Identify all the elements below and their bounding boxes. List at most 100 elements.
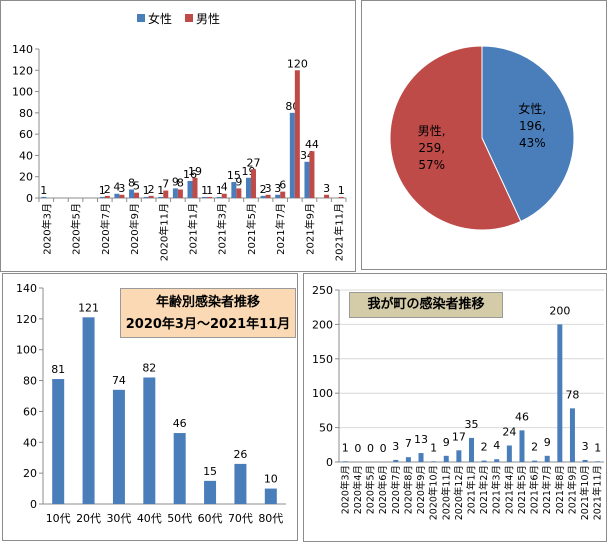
c1-y-tick-label: 120	[12, 64, 33, 77]
c4-data-label: 2	[531, 441, 538, 454]
c4-x-tick-label: 2021年10月	[579, 465, 591, 520]
c2-slice-label: 女性,	[518, 101, 546, 116]
c1-y-tick-label: 40	[19, 149, 33, 162]
c1-data-label: 1	[157, 184, 164, 197]
c1-data-label: 3	[265, 182, 272, 195]
c4-y-tick-label: 100	[312, 387, 333, 400]
c1-x-tick-label: 2020年5月	[70, 203, 83, 255]
c2-slice-label: 男性,	[418, 124, 446, 138]
c4-data-label: 7	[405, 437, 412, 450]
town-chart-panel: 0 50 100 150 200 250 1 2020年3月 0 2020年4月 0 2020年5月 0…	[303, 273, 607, 542]
c4-data-label: 3	[582, 440, 589, 453]
c4-bar	[443, 455, 449, 462]
c1-bar-female	[275, 194, 281, 198]
c4-x-tick-label: 2021年5月	[516, 465, 528, 514]
c4-bar	[456, 450, 462, 462]
c1-bar-male	[338, 196, 344, 198]
c1-y-tick-label: 140	[12, 43, 33, 56]
c4-y-tick-label: 200	[312, 318, 333, 331]
c1-data-label: 2	[148, 183, 155, 196]
age-chart-title-line1: 年齢別感染者推移	[155, 295, 260, 310]
c4-bar	[569, 408, 575, 462]
c1-bar-female	[172, 188, 178, 198]
c4-x-tick-label: 2020年9月	[415, 465, 427, 514]
c1-bar-female	[216, 196, 222, 198]
c1-data-label: 6	[279, 179, 286, 192]
c1-data-label: 9	[172, 175, 179, 188]
c4-x-tick-label: 2020年11月	[440, 465, 452, 520]
c2-slice-label: 259,	[418, 141, 445, 155]
c3-data-label: 121	[78, 301, 99, 314]
c4-data-label: 3	[392, 440, 399, 453]
c1-bar-male	[207, 196, 213, 198]
c1-bar-female	[202, 196, 208, 198]
c4-x-tick-label: 2021年3月	[491, 465, 503, 514]
c4-data-label: 2	[481, 441, 488, 454]
c1-data-label: 120	[287, 57, 308, 70]
c1-bar-female	[289, 112, 295, 198]
c2-slice-male	[389, 45, 522, 231]
c1-data-label: 2	[104, 183, 111, 196]
c1-bar-male	[104, 195, 110, 198]
age-chart-title: 年齢別感染者推移 2020年3月～2021年11月	[120, 288, 296, 338]
c1-bar-female	[143, 196, 149, 198]
c1-data-label: 27	[246, 156, 260, 169]
c4-bar	[469, 437, 474, 462]
c4-bar	[519, 430, 525, 462]
c3-data-label: 46	[173, 417, 187, 430]
c4-x-tick-label: 2020年10月	[428, 465, 440, 520]
c3-data-label: 82	[142, 361, 156, 374]
c4-data-label: 78	[565, 388, 579, 401]
c1-bar-female	[99, 196, 105, 198]
c1-y-tick-label: 0	[26, 192, 33, 205]
c3-y-tick-label: 100	[16, 344, 37, 357]
c1-bar-female	[158, 196, 164, 198]
c4-data-label: 24	[502, 425, 516, 438]
c3-data-label: 26	[233, 448, 247, 461]
c3-bar	[112, 389, 125, 504]
c4-y-tick-label: 250	[312, 284, 333, 297]
c3-x-tick-label: 40代	[137, 512, 162, 525]
c1-bar-male	[250, 169, 256, 198]
c3-bar	[52, 379, 65, 504]
c1-bar-female	[304, 161, 310, 198]
c4-bar	[418, 453, 424, 462]
c3-data-label: 81	[51, 363, 65, 376]
c1-bar-male	[134, 192, 140, 198]
c4-x-tick-label: 2020年3月	[339, 465, 351, 514]
c1-data-label: 5	[133, 180, 140, 193]
town-chart-title-text: 我が町の感染者推移	[367, 297, 485, 312]
c3-y-tick-label: 60	[23, 405, 37, 418]
c4-data-label: 35	[465, 418, 479, 431]
c4-x-tick-label: 2020年12月	[453, 465, 465, 520]
c1-data-label: 1	[40, 184, 47, 197]
c4-y-tick-label: 0	[326, 456, 333, 469]
c1-bar-female	[129, 189, 135, 198]
c1-bar-male	[324, 194, 330, 198]
c4-bar	[506, 445, 512, 462]
c3-x-tick-label: 10代	[46, 512, 71, 525]
c1-x-tick-label: 2021年9月	[303, 203, 316, 255]
c4-x-tick-label: 2020年8月	[402, 465, 414, 514]
c1-data-label: 19	[188, 165, 202, 178]
c1-bar-female	[187, 180, 193, 198]
c1-data-label: 4	[221, 181, 228, 194]
c1-x-tick-label: 2020年7月	[99, 203, 112, 255]
c4-x-tick-label: 2021年4月	[503, 465, 515, 514]
c4-x-tick-label: 2020年7月	[390, 465, 402, 514]
c4-x-tick-label: 2021年2月	[478, 465, 490, 514]
c1-y-tick-label: 60	[19, 128, 33, 141]
c4-bar	[544, 455, 550, 462]
c3-data-label: 10	[264, 473, 278, 486]
c4-data-label: 1	[594, 441, 601, 454]
c1-x-tick-label: 2020年9月	[128, 203, 141, 255]
c3-bar	[234, 463, 247, 504]
c1-x-tick-label: 2021年5月	[245, 203, 258, 255]
c3-data-label: 74	[112, 374, 126, 387]
c4-bar	[557, 324, 563, 462]
c4-bar	[481, 460, 487, 462]
gender-monthly-chart-panel: 0 20 40 60 80 100 120 140 1 1 4 8 1 1 9 16 1 1 15 19 2 3 80 34 2…	[0, 0, 356, 272]
c4-bar	[393, 459, 399, 462]
gender-pie-chart-panel: 女性, 196, 43% 男性, 259, 57%	[361, 0, 607, 270]
c2-slice-label: 57%	[418, 158, 445, 172]
